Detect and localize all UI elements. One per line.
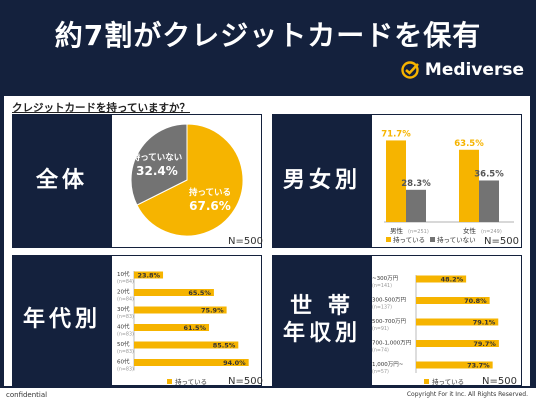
gender-bar-label-0-1: 28.3%: [401, 179, 431, 189]
income-bar-0: [416, 275, 467, 283]
panel-gender-label: 男女別: [282, 167, 361, 193]
question-text: クレジットカードを持っていますか？: [12, 102, 190, 114]
income-legend-swatch: [424, 379, 429, 384]
gender-cat-1: 女性: [463, 226, 477, 235]
pie-slice-name-0: 持っている: [189, 187, 231, 198]
panel-income-label-line2: 年収別: [282, 320, 361, 346]
page-title: 約7割がクレジットカードを保有: [54, 19, 482, 52]
income-cat-2: 500-700万円: [372, 318, 406, 325]
gender-cat-sub-0: (n=251): [408, 229, 429, 235]
income-cat-sub-1: (n=137): [372, 305, 392, 311]
age-bar-label-3: 61.5%: [183, 324, 206, 332]
panel-overall-n: N=500: [228, 236, 263, 247]
gender-bar-label-0-0: 71.7%: [381, 129, 411, 139]
panel-age-label: 年代別: [22, 307, 101, 333]
age-bar-2: [134, 306, 227, 314]
age-cat-sub-4: (n=83): [117, 349, 134, 355]
income-bar-label-1: 70.8%: [464, 297, 487, 305]
age-bar-0: [134, 271, 164, 279]
panel-gender-label-box: 男女別: [272, 114, 372, 248]
income-cat-sub-0: (n=141): [372, 283, 392, 289]
panel-overall-label: 全体: [35, 167, 88, 193]
gender-legend-swatch-0: [386, 237, 391, 242]
age-bar-label-4: 85.5%: [213, 342, 236, 350]
age-cat-4: 50代: [117, 340, 130, 348]
income-bar-label-4: 73.7%: [467, 362, 490, 370]
pie-slice-1: [130, 123, 188, 206]
gender-bar-1-0: [459, 149, 479, 222]
panel-income-label-box: 世 帯 年収別: [272, 255, 372, 386]
gender-bar-0-0: [386, 140, 406, 222]
panel-income-n: N=500: [482, 376, 517, 387]
age-bar-label-1: 65.5%: [188, 289, 211, 297]
age-cat-sub-0: (n=84): [117, 279, 134, 285]
income-legend-label: 持っている: [432, 377, 464, 386]
gender-bar-label-1-0: 63.5%: [454, 139, 484, 149]
income-bar-2: [416, 318, 499, 326]
income-bar-label-3: 79.7%: [473, 340, 496, 348]
income-cat-1: 300-500万円: [372, 297, 406, 304]
brand-name: Mediverse: [424, 60, 524, 80]
panel-income-label-line1: 世 帯: [290, 294, 354, 320]
income-cat-4: 1,000万円~: [372, 361, 404, 368]
age-cat-sub-5: (n=83): [117, 367, 134, 373]
age-cat-sub-3: (n=83): [117, 332, 134, 338]
gender-legend-label-0: 持っている: [393, 235, 425, 244]
age-legend-swatch: [167, 379, 172, 384]
age-cat-sub-2: (n=83): [117, 314, 134, 320]
gender-cat-sub-1: (n=249): [481, 229, 502, 235]
gender-legend-label-1: 持っていない: [437, 235, 476, 244]
brand-logo: Mediverse: [401, 60, 524, 80]
age-cat-5: 60代: [117, 358, 130, 366]
income-cat-sub-2: (n=91): [372, 326, 389, 332]
age-bar-5: [134, 359, 249, 366]
panel-income-label: 世 帯 年収別: [283, 294, 361, 347]
income-cat-sub-4: (n=57): [372, 369, 389, 375]
pie-slice-value-0: 67.6%: [189, 199, 231, 213]
gender-bar-0-1: [406, 189, 426, 222]
age-cat-2: 30代: [117, 305, 130, 313]
pie-slice-value-1: 32.4%: [136, 164, 178, 178]
gender-cat-0: 男性: [390, 226, 404, 235]
income-bar-3: [416, 340, 499, 347]
age-bar-1: [134, 289, 214, 296]
age-cat-sub-1: (n=84): [117, 297, 134, 303]
panel-gender-n: N=500: [484, 236, 519, 247]
age-bar-label-0: 23.8%: [137, 272, 160, 280]
panel-overall-label-box: 全体: [12, 114, 112, 248]
income-cat-sub-3: (n=74): [372, 348, 389, 354]
panel-age-n: N=500: [228, 376, 263, 387]
age-legend-label: 持っている: [175, 377, 207, 386]
age-bar-label-5: 94.0%: [223, 359, 246, 367]
footer-copyright: Copyright For it Inc. All Rights Reserve…: [406, 391, 528, 398]
age-bar-4: [134, 341, 239, 349]
income-bar-label-2: 79.1%: [473, 319, 496, 327]
income-bar-4: [416, 361, 493, 369]
income-bar-1: [416, 297, 490, 304]
gender-bar-label-1-1: 36.5%: [474, 169, 504, 179]
income-cat-3: 700-1,000万円: [372, 340, 412, 347]
footer-confidential: confidential: [6, 391, 48, 399]
check-circle-icon: [401, 61, 419, 79]
age-bar-label-2: 75.9%: [201, 307, 224, 315]
gender-legend-swatch-1: [430, 237, 435, 242]
age-bar-3: [134, 324, 210, 331]
pie-slice-name-1: 持っていない: [132, 152, 183, 163]
age-cat-3: 40代: [117, 323, 130, 331]
panel-age-label-box: 年代別: [12, 255, 112, 386]
header: [0, 0, 536, 88]
pie-slice-0: [136, 123, 244, 237]
income-bar-label-0: 48.2%: [441, 276, 464, 284]
gender-bar-1-1: [479, 180, 499, 222]
age-cat-0: 10代: [117, 270, 130, 278]
age-cat-1: 20代: [117, 288, 130, 296]
income-cat-0: ~300万円: [372, 275, 399, 282]
